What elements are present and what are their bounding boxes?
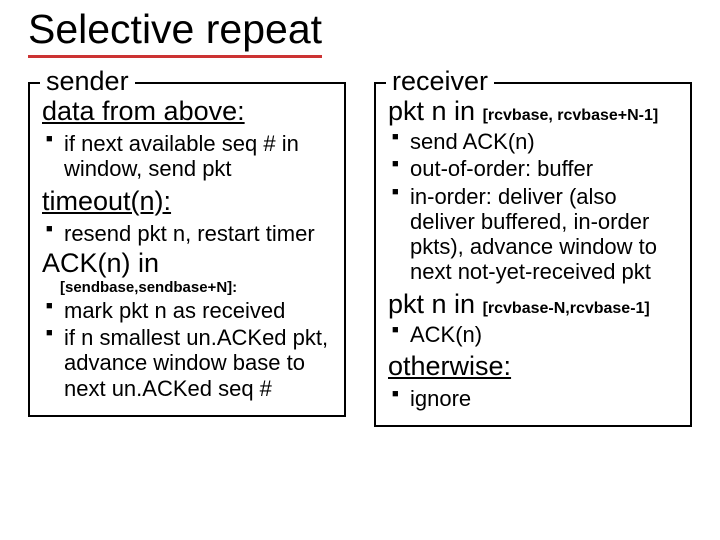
bullet-item: if next available seq # in window, send … bbox=[46, 131, 332, 182]
bullet-item: out-of-order: buffer bbox=[392, 156, 678, 181]
bullet-item: send ACK(n) bbox=[392, 129, 678, 154]
sender-column: sender data from above: if next availabl… bbox=[28, 68, 346, 427]
receiver-bullets-3: ignore bbox=[388, 386, 678, 411]
receiver-heading-3: otherwise: bbox=[388, 351, 678, 382]
bullet-item: resend pkt n, restart timer bbox=[46, 221, 332, 246]
receiver-heading-2-text: pkt n in bbox=[388, 289, 483, 319]
bullet-item: if n smallest un.ACKed pkt, advance wind… bbox=[46, 325, 332, 401]
sender-legend: sender bbox=[40, 66, 135, 97]
bullet-item: mark pkt n as received bbox=[46, 298, 332, 323]
bullet-item: ignore bbox=[392, 386, 678, 411]
sender-bullets-3: mark pkt n as received if n smallest un.… bbox=[42, 298, 332, 401]
receiver-column: receiver pkt n in [rcvbase, rcvbase+N-1]… bbox=[374, 68, 692, 427]
receiver-heading-2: pkt n in [rcvbase-N,rcvbase-1] bbox=[388, 289, 678, 320]
receiver-legend: receiver bbox=[386, 66, 494, 97]
sender-heading-3: ACK(n) in bbox=[42, 248, 332, 279]
sender-bullets-1: if next available seq # in window, send … bbox=[42, 131, 332, 182]
receiver-range-1: [rcvbase, rcvbase+N-1] bbox=[483, 107, 659, 124]
sender-bullets-2: resend pkt n, restart timer bbox=[42, 221, 332, 246]
receiver-fieldset: receiver pkt n in [rcvbase, rcvbase+N-1]… bbox=[374, 82, 692, 427]
columns-container: sender data from above: if next availabl… bbox=[18, 68, 702, 427]
bullet-item: ACK(n) bbox=[392, 322, 678, 347]
receiver-heading-1-text: pkt n in bbox=[388, 96, 483, 126]
slide-title: Selective repeat bbox=[28, 6, 322, 58]
receiver-bullets-2: ACK(n) bbox=[388, 322, 678, 347]
sender-fieldset: sender data from above: if next availabl… bbox=[28, 82, 346, 417]
sender-heading-2: timeout(n): bbox=[42, 186, 332, 217]
receiver-range-2: [rcvbase-N,rcvbase-1] bbox=[483, 300, 650, 317]
receiver-bullets-1: send ACK(n) out-of-order: buffer in-orde… bbox=[388, 129, 678, 285]
receiver-heading-1: pkt n in [rcvbase, rcvbase+N-1] bbox=[388, 96, 678, 127]
bullet-item: in-order: deliver (also deliver buffered… bbox=[392, 184, 678, 285]
sender-heading-1: data from above: bbox=[42, 96, 332, 127]
sender-range-3: [sendbase,sendbase+N]: bbox=[42, 279, 332, 296]
